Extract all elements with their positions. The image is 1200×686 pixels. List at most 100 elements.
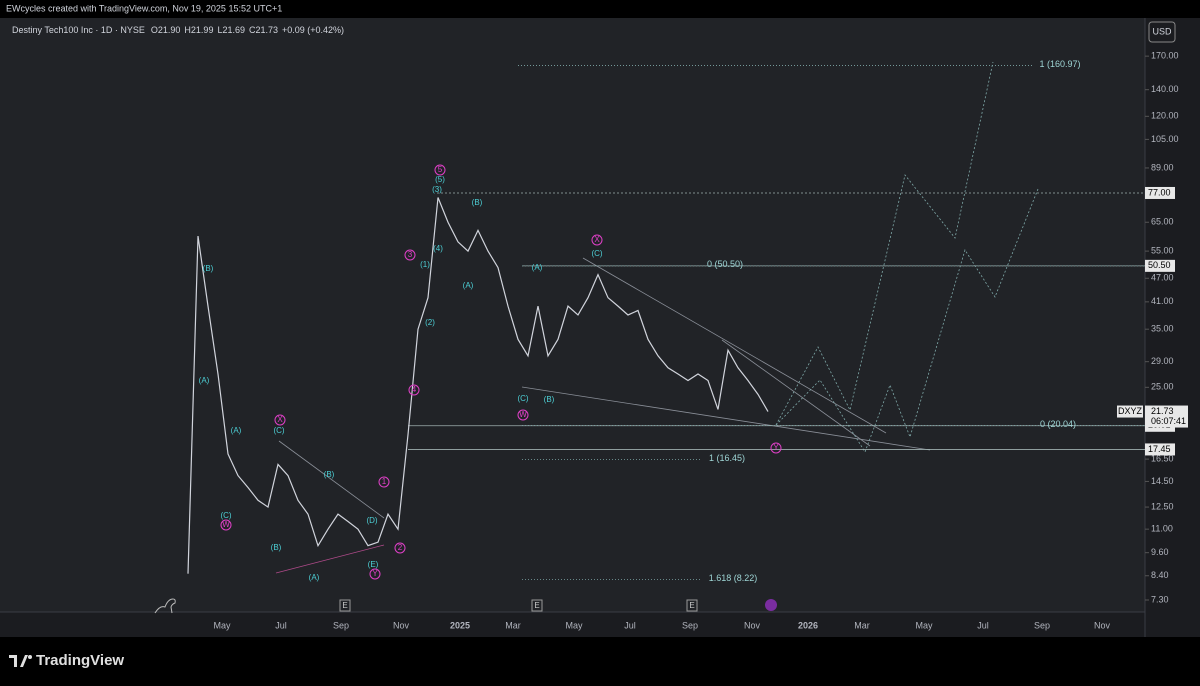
trend-line: [521, 386, 931, 451]
wave-label: W: [519, 410, 527, 419]
wave-label: W: [222, 520, 230, 529]
x-tick-label: Sep: [1034, 620, 1050, 630]
wave-circle: [770, 442, 782, 454]
symbol-legend: Destiny Tech100 Inc · 1D · NYSE O21.90 H21…: [12, 25, 344, 35]
wave-circle: [220, 519, 232, 531]
event: E: [534, 601, 539, 610]
wave-label: (A): [199, 376, 210, 385]
price-label-box: [1145, 259, 1175, 272]
y-tick-label: 65.00: [1151, 217, 1174, 227]
trend-lines: [275, 257, 931, 574]
x-tick-label: Sep: [333, 620, 349, 630]
x-tick-label: 2026: [798, 620, 818, 630]
wave-label: (D): [366, 516, 377, 525]
x-tick-label: Nov: [744, 620, 761, 630]
x-tick-label: Mar: [854, 620, 870, 630]
x-tick-label: Jul: [977, 620, 989, 630]
y-tick-label: 16.50: [1151, 453, 1174, 463]
x-tick-label: Mar: [505, 620, 521, 630]
event-box: [339, 599, 351, 612]
event-box: [531, 599, 543, 612]
wave-label: (B): [472, 198, 483, 207]
fib-label: 1.618 (8.22): [709, 573, 758, 583]
wave-circle: [517, 409, 529, 421]
y-tick-label: 140.00: [1151, 84, 1179, 94]
price-label-box: [1145, 186, 1175, 199]
wave-label: (E): [368, 560, 379, 569]
wave-circle: [274, 414, 286, 426]
x-tick-label: Jul: [624, 620, 636, 630]
trend-line: [721, 339, 871, 447]
dino-icon: [154, 598, 176, 614]
wave-label: (B): [544, 395, 555, 404]
price-label: 50.50: [1148, 260, 1171, 270]
wave-label: (C): [273, 426, 284, 435]
wave-label: (C): [517, 394, 528, 403]
ohlc: H21.99: [184, 25, 213, 35]
ohlc: +0.09 (+0.42%): [282, 25, 344, 35]
price-line: [187, 197, 769, 574]
event: E: [342, 601, 347, 610]
current-symbol-box: [1117, 405, 1143, 418]
y-tick-label: 170.00: [1151, 51, 1179, 61]
countdown: 06:07:41: [1151, 416, 1186, 426]
wave-label: Y: [372, 569, 378, 578]
ohlc: C21.73: [249, 25, 278, 35]
x-tick-label: 2025: [450, 620, 470, 630]
price-label-box: [1145, 443, 1175, 456]
x-tick-label: Jul: [275, 620, 287, 630]
x-tick-label: Nov: [393, 620, 410, 630]
chart-pane: [0, 18, 1145, 612]
wave-label: (3): [432, 185, 442, 194]
wave-label: 3: [408, 250, 413, 259]
x-tick-label: May: [565, 620, 583, 630]
wave-label: (A): [309, 573, 320, 582]
y-tick-label: 8.40: [1151, 570, 1169, 580]
time-axis: [0, 612, 1145, 637]
wave-label: 5: [438, 165, 443, 174]
brand: TradingView: [36, 652, 124, 669]
wave-circle: [378, 476, 390, 488]
current-price-box: [1145, 405, 1188, 428]
wave-circle: [434, 164, 446, 176]
y-tick-label: 11.00: [1151, 524, 1173, 534]
currency[interactable]: USD: [1152, 26, 1172, 36]
wave-label: (B): [324, 470, 335, 479]
logo-mark: [28, 655, 32, 659]
fib-label: 0 (20.04): [1040, 419, 1076, 429]
logo: TradingView: [9, 652, 124, 669]
x-tick-label: Nov: [1094, 620, 1111, 630]
wave-label: (C): [220, 511, 231, 520]
x-tick-label: May: [915, 620, 933, 630]
wave-circle: [369, 568, 381, 580]
wave-label: 1: [382, 477, 387, 486]
y-tick-label: 47.00: [1151, 273, 1174, 283]
price-axis: [1145, 18, 1200, 637]
wave-circle: [404, 249, 416, 261]
wave-label: X: [277, 415, 283, 424]
current-symbol: DXYZ: [1118, 406, 1143, 416]
event-box: [686, 599, 698, 612]
wave-circle: [591, 234, 603, 246]
wave-label: Y: [773, 443, 779, 452]
x-tick-label: Sep: [682, 620, 698, 630]
wave-label: (1): [420, 260, 430, 269]
y-tick-label: 25.00: [1151, 382, 1174, 392]
wave-label: X: [594, 235, 600, 244]
wave-label: (C): [591, 249, 602, 258]
y-tick-label: 120.00: [1151, 111, 1179, 121]
y-tick-label: 89.00: [1151, 162, 1174, 172]
wave-label: (A): [463, 281, 474, 290]
projections: [775, 61, 1039, 453]
y-tick-label: 7.30: [1151, 594, 1169, 604]
fib-label: 0 (50.50): [707, 259, 743, 269]
wave-label: 2: [398, 543, 403, 552]
x-tick-label: May: [213, 620, 231, 630]
ohlc: O21.90: [151, 25, 181, 35]
currency-box[interactable]: [1148, 21, 1176, 43]
price-label: 77.00: [1148, 187, 1171, 197]
projection: [775, 188, 1039, 453]
trend-line: [278, 440, 385, 519]
trend-line: [275, 544, 385, 574]
